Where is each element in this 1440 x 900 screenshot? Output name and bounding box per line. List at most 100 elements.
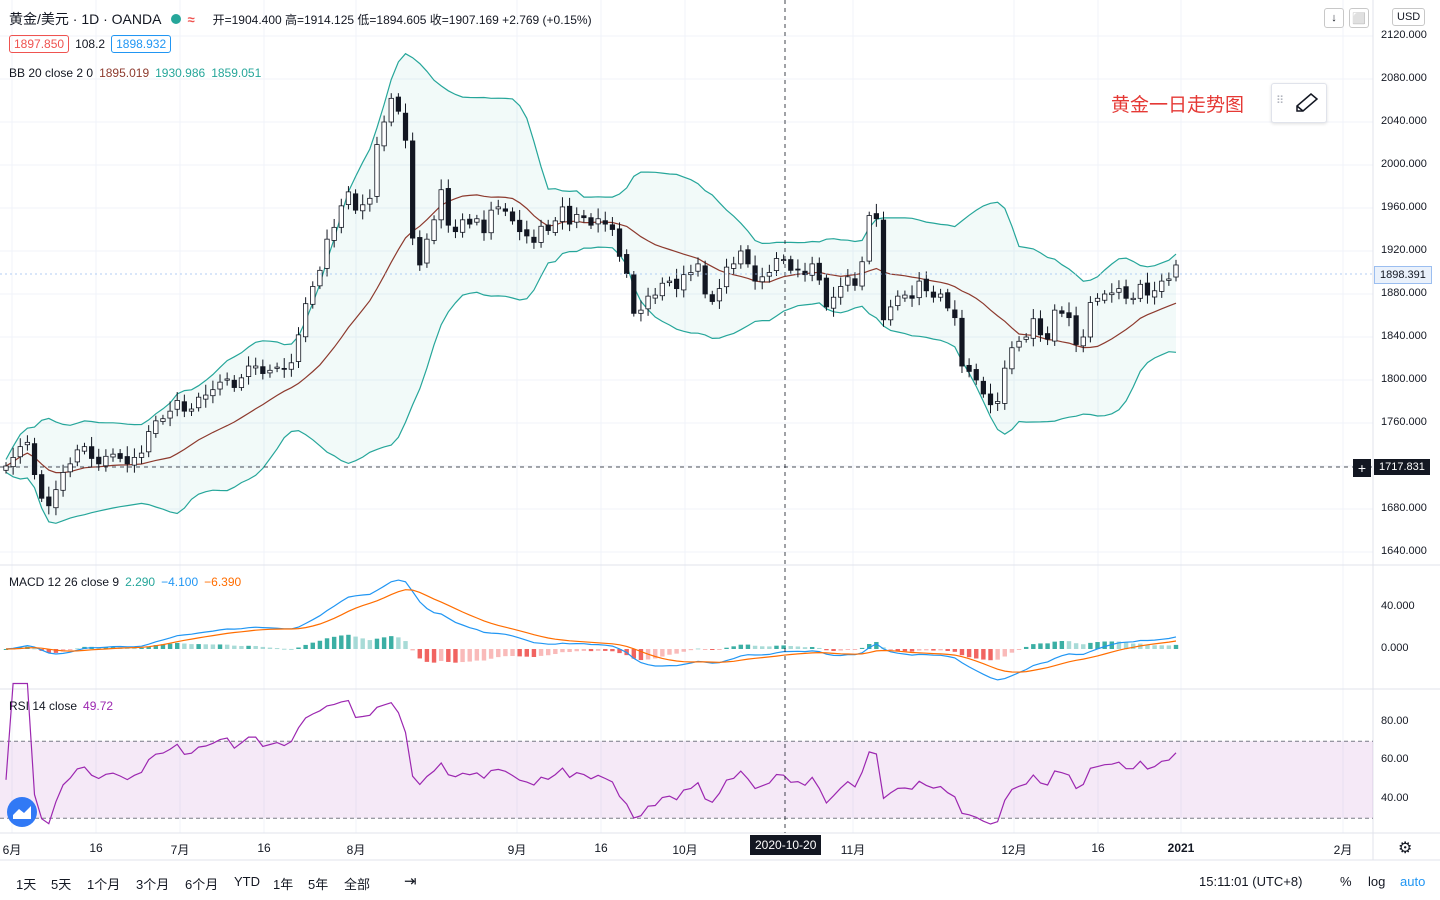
candle <box>39 474 45 499</box>
macd-histogram-bar <box>595 649 601 651</box>
maximize-icon[interactable]: ⬜ <box>1349 8 1369 28</box>
macd-histogram-bar <box>103 647 109 649</box>
candle <box>1159 280 1165 292</box>
macd-histogram-bar <box>389 636 394 649</box>
currency-button[interactable]: USD <box>1392 8 1426 26</box>
macd-histogram-bar <box>1109 641 1115 649</box>
auto-scale-button[interactable]: auto <box>1400 874 1426 889</box>
candle <box>138 452 145 458</box>
rsi-value: 49.72 <box>83 699 114 713</box>
candle <box>888 306 894 321</box>
macd-legend[interactable]: MACD 12 26 close 9 2.290 −4.100 −6.390 <box>9 575 241 589</box>
macd-histogram-bar <box>410 649 415 651</box>
candle <box>260 366 266 374</box>
macd-histogram-bar <box>189 644 194 649</box>
candle <box>781 259 787 262</box>
macd-histogram-bar <box>431 649 437 663</box>
candle <box>153 420 159 434</box>
rsi-legend[interactable]: RSI 14 close 49.72 <box>9 699 113 713</box>
range-button[interactable]: 3个月 <box>136 877 170 892</box>
macd-histogram-bar <box>809 646 815 649</box>
candle <box>96 456 102 465</box>
macd-histogram-bar <box>1052 641 1057 649</box>
time-axis-label: 16 <box>89 841 103 855</box>
macd-histogram-bar <box>246 645 251 649</box>
percent-scale-button[interactable]: % <box>1340 874 1352 889</box>
candle <box>31 443 38 476</box>
candle <box>81 446 88 452</box>
drawing-tool-popup[interactable]: ⠿ <box>1271 83 1327 123</box>
macd-histogram-bar <box>995 649 1000 660</box>
candle <box>809 263 815 276</box>
time-axis-label: 16 <box>1091 841 1105 855</box>
macd-histogram-bar <box>396 637 401 649</box>
macd-histogram-bar <box>531 649 537 657</box>
range-button[interactable]: 5年 <box>308 877 329 892</box>
arrow-down-icon[interactable]: ↓ <box>1324 8 1344 28</box>
chart-annotation[interactable]: 黄金一日走势图 <box>1111 95 1245 116</box>
macd-histogram-bar <box>660 649 665 657</box>
macd-histogram-bar <box>717 649 722 650</box>
clock-label[interactable]: 15:11:01 (UTC+8) <box>1199 874 1303 889</box>
macd-histogram-bar <box>852 649 858 650</box>
candle <box>60 472 66 491</box>
candle <box>1116 288 1122 293</box>
candle <box>595 218 601 225</box>
macd-histogram-bar <box>802 647 808 649</box>
candle <box>1123 286 1129 299</box>
date-range-icon[interactable]: ⇥ <box>404 873 417 890</box>
tradingview-logo-icon[interactable] <box>7 797 37 827</box>
candle <box>652 294 658 299</box>
candle <box>759 276 765 283</box>
candle <box>488 209 494 234</box>
range-button[interactable]: 1年 <box>273 877 294 892</box>
macd-histogram-bar <box>567 649 572 653</box>
candle <box>224 378 230 381</box>
macd-histogram-bar <box>581 649 587 651</box>
macd-histogram-bar <box>289 648 294 650</box>
candle <box>902 294 908 299</box>
macd-histogram-bar <box>1045 643 1050 649</box>
range-button[interactable]: YTD <box>234 874 260 889</box>
bid-price-button[interactable]: 1897.850 <box>9 35 70 53</box>
macd-histogram-bar <box>346 634 351 649</box>
candle <box>445 188 451 226</box>
macd-histogram-bar <box>617 649 622 654</box>
rsi-axis-label: 80.00 <box>1381 715 1409 727</box>
drag-handle-icon[interactable]: ⠿ <box>1276 95 1285 107</box>
candle <box>823 277 830 308</box>
range-button[interactable]: 1天 <box>16 877 37 892</box>
macd-histogram-bar <box>474 649 480 661</box>
price-axis-label: 1880.000 <box>1381 287 1427 299</box>
range-button[interactable]: 全部 <box>344 877 371 892</box>
candle <box>231 379 237 388</box>
macd-histogram-bar <box>1102 641 1107 649</box>
log-scale-button[interactable]: log <box>1368 874 1386 889</box>
macd-histogram-bar <box>1009 649 1015 653</box>
candle <box>217 381 223 390</box>
candle <box>980 380 986 395</box>
time-axis-label: 11月 <box>840 843 866 857</box>
candle <box>1173 264 1179 278</box>
symbol-title[interactable]: 黄金/美元 · 1D · OANDA <box>9 11 162 27</box>
macd-histogram-bar <box>381 637 387 649</box>
candle <box>624 254 630 274</box>
market-status-icon <box>171 14 182 24</box>
bb-legend[interactable]: BB 20 close 2 0 1895.019 1930.986 1859.0… <box>9 66 261 80</box>
range-button[interactable]: 6个月 <box>185 877 219 892</box>
candle <box>709 294 715 302</box>
candle <box>702 265 708 295</box>
range-button[interactable]: 1个月 <box>87 877 121 892</box>
macd-histogram-bar <box>966 649 972 658</box>
macd-histogram-bar <box>317 640 323 649</box>
candle <box>745 249 751 265</box>
candle <box>509 211 516 222</box>
range-button[interactable]: 5天 <box>51 877 72 892</box>
ask-price-button[interactable]: 1898.932 <box>111 35 172 53</box>
macd-histogram-bar <box>1123 642 1129 649</box>
candle <box>895 295 901 307</box>
settings-gear-icon[interactable]: ⚙ <box>1398 840 1413 857</box>
pencil-icon[interactable] <box>1294 91 1320 115</box>
add-alert-icon[interactable]: + <box>1353 459 1371 477</box>
